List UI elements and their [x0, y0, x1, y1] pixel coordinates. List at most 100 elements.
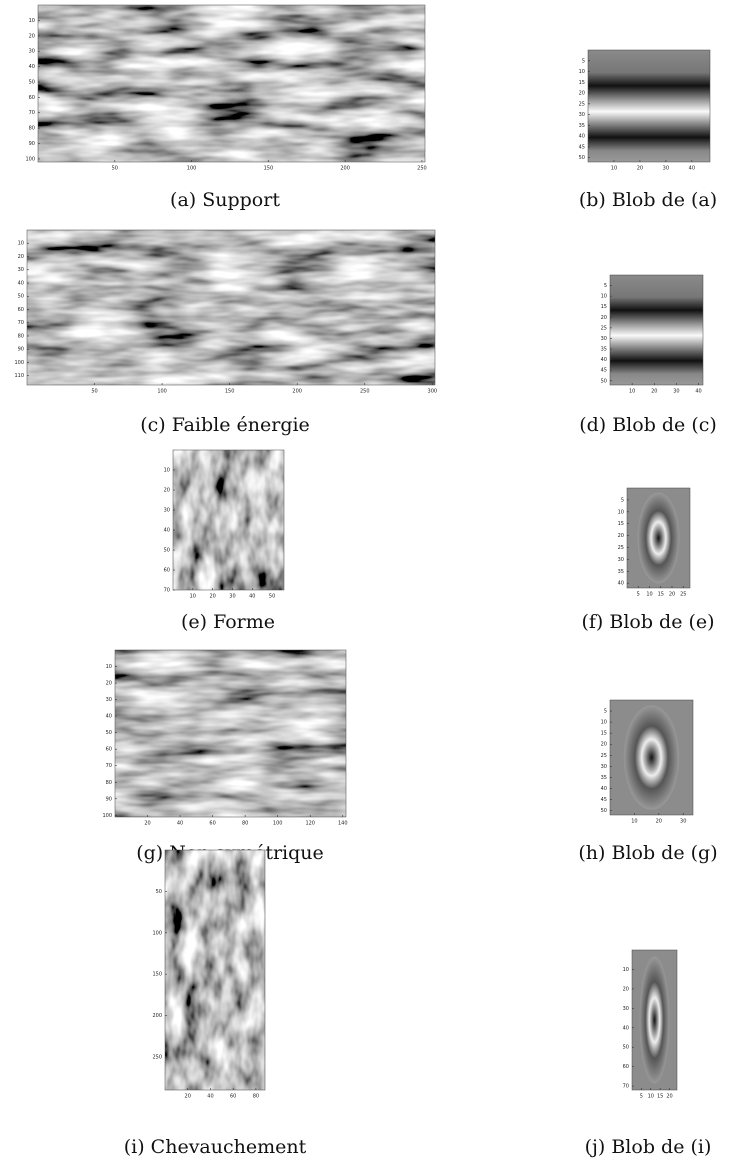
- y-tick-label: 80: [29, 126, 35, 132]
- x-tick-label: 20: [185, 1094, 191, 1100]
- y-tick-label: 30: [601, 764, 607, 770]
- y-tick-label: 5: [582, 58, 585, 64]
- image: [165, 850, 265, 1090]
- y-tick-label: 60: [18, 307, 24, 313]
- y-tick-label: 30: [29, 49, 35, 55]
- image-frame: [26, 229, 436, 386]
- y-tick-label: 50: [579, 155, 585, 161]
- y-tick-label: 5: [604, 709, 607, 715]
- y-tick-label: 20: [579, 91, 585, 97]
- y-tick-label: 10: [601, 294, 607, 300]
- x-tick-label: 200: [292, 389, 302, 395]
- x-tick-label: 100: [187, 166, 197, 172]
- y-tick-label: 200: [152, 1013, 162, 1019]
- y-tick-label: 50: [156, 889, 162, 895]
- x-tick-label: 10: [648, 1094, 654, 1100]
- y-tick-label: 100: [152, 930, 162, 936]
- y-tick-label: 60: [164, 568, 170, 574]
- y-tick-label: 30: [18, 267, 24, 273]
- y-tick-label: 20: [623, 986, 629, 992]
- y-tick-label: 40: [106, 714, 112, 720]
- x-tick-label: 20: [656, 819, 662, 825]
- y-tick-label: 150: [152, 972, 162, 978]
- x-tick-label: 80: [242, 821, 248, 827]
- x-tick-label: 30: [229, 594, 235, 600]
- y-tick-label: 90: [18, 347, 24, 353]
- y-tick-label: 30: [601, 336, 607, 342]
- y-tick-label: 70: [106, 763, 112, 769]
- y-tick-label: 5: [621, 497, 624, 503]
- x-tick-label: 60: [209, 821, 215, 827]
- x-tick-label: 10: [190, 594, 196, 600]
- y-tick-label: 20: [601, 742, 607, 748]
- y-tick-label: 40: [618, 581, 624, 587]
- y-tick-label: 30: [164, 508, 170, 514]
- y-tick-label: 45: [601, 797, 607, 803]
- y-tick-label: 70: [164, 588, 170, 594]
- y-tick-label: 35: [618, 569, 624, 575]
- x-tick-label: 250: [360, 389, 370, 395]
- y-tick-label: 25: [579, 101, 585, 107]
- x-tick-label: 20: [651, 389, 657, 395]
- x-tick-label: 100: [273, 821, 283, 827]
- y-tick-label: 70: [623, 1084, 629, 1090]
- caption: (e) Forme: [181, 611, 275, 633]
- y-tick-label: 20: [164, 488, 170, 494]
- x-tick-label: 25: [680, 592, 686, 598]
- x-tick-label: 10: [631, 819, 637, 825]
- x-tick-label: 150: [264, 166, 274, 172]
- x-tick-label: 50: [112, 166, 118, 172]
- y-tick-label: 80: [18, 333, 24, 339]
- y-tick-label: 100: [102, 813, 112, 819]
- y-tick-label: 50: [29, 79, 35, 85]
- x-tick-label: 100: [157, 389, 167, 395]
- y-tick-label: 15: [601, 304, 607, 310]
- y-tick-label: 15: [618, 521, 624, 527]
- y-tick-label: 50: [601, 378, 607, 384]
- x-tick-label: 40: [689, 166, 695, 172]
- caption: (c) Faible énergie: [140, 414, 310, 436]
- y-tick-label: 100: [25, 156, 35, 162]
- image-frame: [626, 487, 691, 589]
- x-tick-label: 300: [428, 389, 438, 395]
- x-tick-label: 15: [657, 1094, 663, 1100]
- x-tick-label: 120: [305, 821, 315, 827]
- image-blob: [639, 956, 670, 1084]
- x-tick-label: 20: [209, 594, 215, 600]
- y-tick-label: 50: [164, 548, 170, 554]
- x-tick-label: 40: [249, 594, 255, 600]
- image-frame: [609, 699, 694, 816]
- y-tick-label: 25: [601, 325, 607, 331]
- y-tick-label: 10: [623, 967, 629, 973]
- image-frame: [631, 949, 678, 1091]
- y-tick-label: 100: [14, 360, 24, 366]
- x-tick-label: 200: [340, 166, 350, 172]
- x-tick-label: 60: [230, 1094, 236, 1100]
- y-tick-label: 10: [106, 664, 112, 670]
- y-tick-label: 40: [29, 64, 35, 70]
- y-tick-label: 20: [29, 33, 35, 39]
- y-tick-label: 50: [18, 294, 24, 300]
- image-frame: [609, 274, 704, 386]
- y-tick-label: 35: [579, 123, 585, 129]
- y-tick-label: 10: [29, 18, 35, 24]
- y-tick-label: 90: [106, 796, 112, 802]
- x-tick-label: 40: [207, 1094, 213, 1100]
- x-tick-label: 150: [225, 389, 235, 395]
- x-tick-label: 250: [417, 166, 427, 172]
- y-tick-label: 50: [623, 1045, 629, 1051]
- y-tick-label: 45: [579, 144, 585, 150]
- caption: (j) Blob de (i): [585, 1136, 712, 1158]
- y-tick-label: 90: [29, 141, 35, 147]
- y-tick-label: 40: [601, 357, 607, 363]
- y-tick-label: 20: [618, 533, 624, 539]
- y-tick-label: 60: [106, 747, 112, 753]
- y-tick-label: 40: [18, 280, 24, 286]
- image-blob: [623, 705, 680, 810]
- x-tick-label: 40: [695, 389, 701, 395]
- y-tick-label: 60: [623, 1064, 629, 1070]
- y-tick-label: 5: [604, 283, 607, 289]
- y-tick-label: 35: [601, 347, 607, 353]
